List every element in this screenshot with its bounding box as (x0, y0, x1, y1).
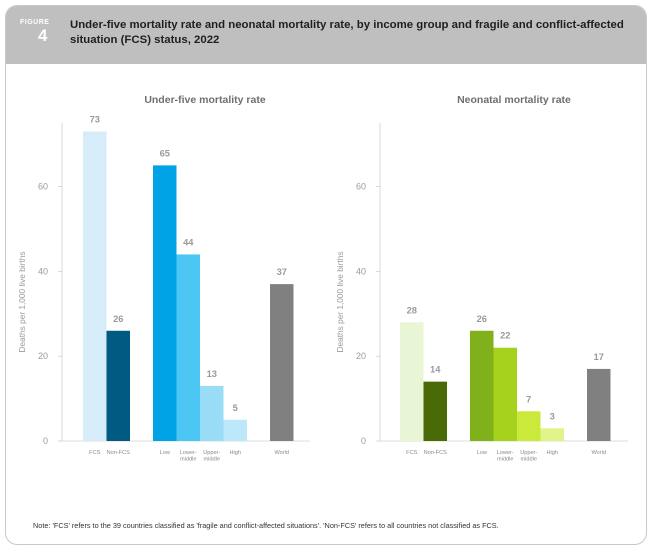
data-label: 14 (430, 365, 441, 375)
bar-world (587, 368, 611, 441)
bar-low (153, 165, 177, 441)
y-axis-label-0: Deaths per 1,000 live births (17, 251, 27, 352)
data-label: 28 (407, 305, 417, 315)
category-label: middle (521, 457, 537, 463)
figure-header: FIGURE 4 Under-five mortality rate and n… (6, 6, 646, 64)
bar-world (270, 284, 294, 441)
y-tick-label: 40 (38, 266, 48, 276)
data-label: 26 (113, 314, 123, 324)
data-label: 44 (183, 237, 194, 247)
bar-nonfcs (106, 330, 130, 441)
figure-number: 4 (38, 26, 48, 45)
category-label: middle (180, 457, 196, 463)
data-label: 3 (550, 411, 555, 421)
category-label: middle (497, 457, 513, 463)
bar-high (223, 419, 247, 441)
y-tick-label: 0 (43, 436, 48, 446)
y-tick-label: 60 (356, 182, 366, 192)
data-label: 17 (594, 352, 604, 362)
y-tick-label: 20 (356, 351, 366, 361)
data-label: 13 (207, 369, 217, 379)
category-label: Low (160, 450, 171, 456)
bar-low (470, 330, 494, 441)
y-tick-label: 0 (361, 436, 366, 446)
y-axis-label-1: Deaths per 1,000 live births (335, 251, 345, 352)
category-label: Lower- (180, 450, 197, 456)
bar-lowermiddle (176, 254, 200, 441)
category-label: Upper- (203, 450, 220, 456)
data-label: 22 (500, 331, 510, 341)
bar-fcs (400, 322, 424, 441)
bar-nonfcs (423, 381, 447, 441)
data-label: 7 (526, 394, 531, 404)
category-label: Upper- (520, 450, 537, 456)
data-label: 37 (277, 267, 287, 277)
data-label: 65 (160, 148, 170, 158)
category-label: World (274, 450, 289, 456)
category-label: FCS (89, 450, 100, 456)
bar-high (540, 428, 564, 441)
chart-title-0: Under-five mortality rate (144, 94, 266, 106)
data-label: 26 (477, 314, 487, 324)
category-label: High (546, 450, 558, 456)
bar-uppermiddle (200, 385, 224, 441)
category-label: Non-FCS (424, 450, 448, 456)
y-tick-label: 40 (356, 266, 366, 276)
category-label: middle (204, 457, 220, 463)
chart-title-1: Neonatal mortality rate (457, 94, 571, 106)
y-tick-label: 20 (38, 351, 48, 361)
data-label: 73 (90, 114, 100, 124)
category-label: FCS (406, 450, 417, 456)
figure-label: FIGURE (20, 19, 50, 26)
data-label: 5 (233, 403, 238, 413)
figure-frame: FIGURE 4 Under-five mortality rate and n… (5, 5, 647, 545)
category-label: World (591, 450, 606, 456)
category-label: Non-FCS (107, 450, 131, 456)
bar-lowermiddle (493, 347, 517, 441)
category-label: Low (477, 450, 488, 456)
bar-uppermiddle (517, 411, 541, 441)
y-tick-label: 60 (38, 182, 48, 192)
bar-fcs (83, 131, 107, 442)
figure-note: Note: 'FCS' refers to the 39 countries c… (33, 521, 499, 530)
category-label: High (229, 450, 241, 456)
category-label: Lower- (497, 450, 514, 456)
figure-title: Under-five mortality rate and neonatal m… (70, 19, 624, 46)
